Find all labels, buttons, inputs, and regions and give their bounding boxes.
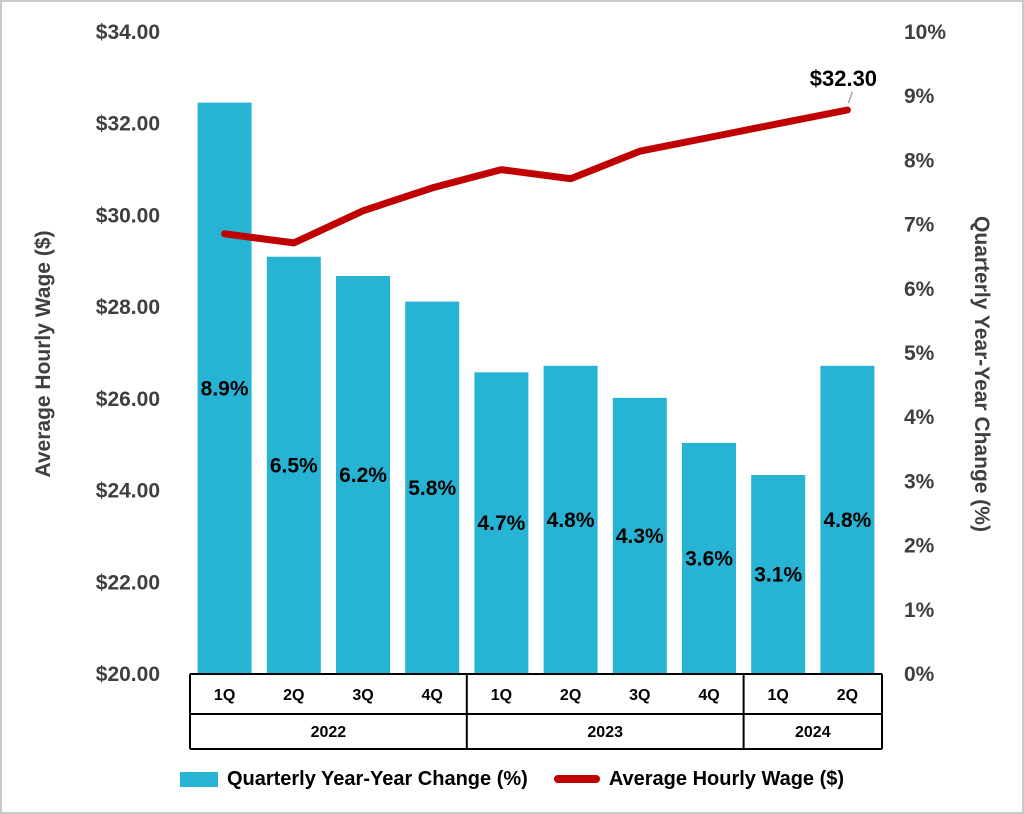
bar-data-label: 4.8%	[547, 509, 595, 532]
left-axis-tick-label: $32.00	[96, 113, 160, 136]
bar	[682, 442, 736, 674]
bar	[266, 256, 321, 674]
right-axis-tick-label: 10%	[904, 21, 946, 44]
bar	[336, 276, 390, 674]
bar	[543, 365, 598, 674]
year-group-label: 2023	[587, 724, 623, 741]
bar-data-label: 5.8%	[408, 477, 456, 500]
left-axis-tick-label: $26.00	[96, 388, 160, 411]
right-axis-tick-label: 3%	[904, 470, 935, 493]
bar-series-swatch-icon	[179, 771, 218, 787]
right-axis-tick-label: 1%	[904, 599, 935, 622]
category-label: 1Q	[214, 687, 235, 704]
right-axis-tick-label: 2%	[904, 535, 935, 558]
legend: Quarterly Year-Year Change (%) Average H…	[2, 762, 1022, 796]
category-label: 2Q	[560, 687, 581, 704]
line-series-swatch-icon	[553, 775, 600, 783]
bar-data-label: 3.6%	[685, 547, 733, 570]
bar-data-label: 4.8%	[823, 509, 871, 532]
line-series	[221, 106, 851, 247]
bar-data-label: 6.2%	[339, 464, 387, 487]
legend-label-bar-series: Quarterly Year-Year Change (%)	[226, 767, 528, 790]
right-axis-tick-label: 0%	[904, 663, 935, 686]
line-data-label: $32.30	[810, 66, 877, 91]
bar	[612, 397, 667, 674]
bar	[474, 372, 529, 674]
bar	[820, 365, 875, 674]
year-group-label: 2022	[311, 724, 347, 741]
category-label: 4Q	[698, 687, 719, 704]
bar-data-label: 3.1%	[754, 564, 802, 587]
category-label: 3Q	[352, 687, 373, 704]
category-label: 4Q	[422, 687, 443, 704]
category-label: 1Q	[768, 687, 789, 704]
right-axis-tick-label: 4%	[904, 406, 935, 429]
bar-data-label: 6.5%	[270, 454, 318, 477]
bar-data-label: 8.9%	[201, 377, 249, 400]
left-axis-tick-label: $24.00	[96, 480, 160, 503]
bar	[751, 475, 806, 674]
bar-data-label: 4.3%	[616, 525, 664, 548]
data-label-leader-line	[847, 91, 854, 104]
bar	[197, 102, 252, 675]
right-axis-tick-label: 6%	[904, 278, 935, 301]
category-label: 1Q	[491, 687, 512, 704]
right-axis-tick-label: 9%	[904, 85, 935, 108]
legend-item-bar-series: Quarterly Year-Year Change (%)	[179, 767, 528, 791]
left-axis-tick-label: $28.00	[96, 296, 160, 319]
legend-label-line-series: Average Hourly Wage ($)	[608, 767, 845, 790]
year-group-label: 2024	[795, 724, 831, 741]
bar-data-label: 4.7%	[477, 512, 525, 535]
left-axis-tick-label: $34.00	[96, 21, 160, 44]
right-axis-tick-label: 7%	[904, 214, 935, 237]
left-axis-tick-label: $22.00	[96, 571, 160, 594]
left-axis-tick-label: $30.00	[96, 204, 160, 227]
right-axis-tick-label: 5%	[904, 342, 935, 365]
legend-item-line-series: Average Hourly Wage ($)	[553, 767, 845, 791]
category-label: 3Q	[629, 687, 650, 704]
bar	[405, 301, 460, 674]
category-label: 2Q	[837, 687, 858, 704]
left-axis-tick-label: $20.00	[96, 663, 160, 686]
right-axis-tick-label: 8%	[904, 149, 935, 172]
category-label: 2Q	[283, 687, 304, 704]
